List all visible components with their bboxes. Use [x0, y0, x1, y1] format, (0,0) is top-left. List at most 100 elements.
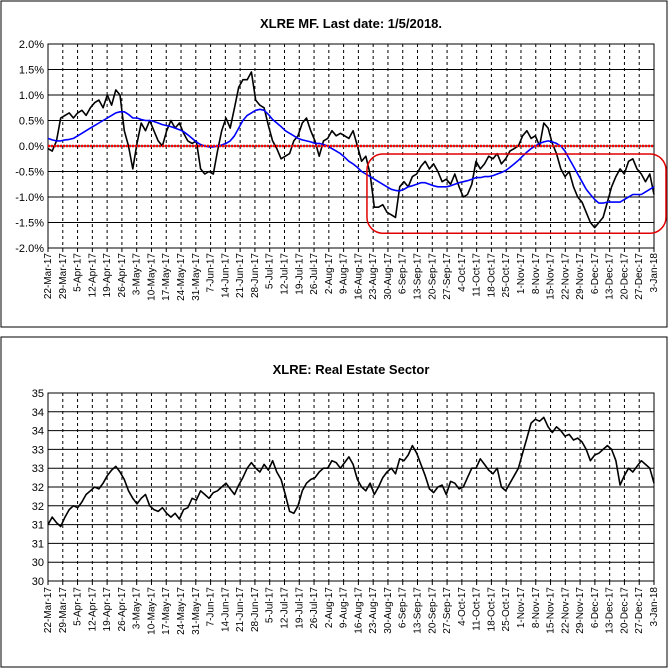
x-tick-label: 13-Dec-17 [605, 253, 616, 300]
x-tick-label: 5-Apr-17 [73, 253, 84, 292]
y-tick-label: 34 [32, 407, 44, 419]
x-tick-label: 20-Sep-17 [427, 253, 438, 300]
x-tick-label: 26-Apr-17 [117, 253, 128, 298]
x-tick-label: 27-Dec-17 [634, 587, 645, 634]
y-tick-label: 30 [32, 576, 44, 588]
x-tick-label: 12-Apr-17 [87, 253, 98, 298]
x-tick-label: 30-Aug-17 [383, 253, 394, 300]
x-tick-label: 7-Jun-17 [206, 253, 217, 293]
x-tick-label: 13-Sep-17 [413, 253, 424, 300]
x-tick-label: 14-Jun-17 [220, 587, 231, 632]
x-tick-label: 16-Aug-17 [353, 253, 364, 300]
y-tick-label: 2.0% [19, 39, 44, 51]
x-tick-label: 22-Nov-17 [560, 253, 571, 300]
x-tick-label: 31-May-17 [191, 587, 202, 635]
x-tick-label: 28-Jun-17 [250, 587, 261, 632]
chart-title: XLRE: Real Estate Sector [273, 362, 430, 377]
x-tick-label: 27-Dec-17 [634, 253, 645, 300]
x-tick-label: 23-Aug-17 [368, 253, 379, 300]
x-tick-label: 20-Sep-17 [427, 587, 438, 634]
x-tick-label: 17-May-17 [161, 587, 172, 635]
x-tick-label: 5-Jul-17 [265, 253, 276, 290]
x-tick-label: 4-Oct-17 [457, 253, 468, 292]
x-tick-label: 26-Jul-17 [309, 253, 320, 295]
y-tick-label: -1.5% [15, 218, 44, 230]
x-tick-label: 24-May-17 [176, 587, 187, 635]
x-tick-label: 11-Oct-17 [472, 587, 483, 631]
x-tick-label: 2-Aug-17 [324, 587, 335, 629]
x-tick-label: 3-May-17 [132, 587, 143, 630]
x-tick-label: 9-Aug-17 [339, 253, 350, 295]
y-tick-label: 1.0% [19, 90, 44, 102]
x-tick-label: 8-Nov-17 [531, 253, 542, 295]
x-tick-label: 24-May-17 [176, 253, 187, 301]
x-tick-label: 7-Jun-17 [206, 587, 217, 627]
x-tick-label: 11-Oct-17 [472, 253, 483, 297]
y-tick-label: 0.0% [19, 141, 44, 153]
x-tick-label: 3-May-17 [132, 253, 143, 296]
x-tick-label: 26-Apr-17 [117, 587, 128, 632]
x-tick-label: 6-Sep-17 [398, 587, 409, 629]
x-tick-label: 6-Sep-17 [398, 253, 409, 295]
x-tick-label: 22-Mar-17 [43, 587, 54, 634]
x-tick-label: 13-Sep-17 [413, 587, 424, 634]
x-tick-label: 29-Nov-17 [575, 253, 586, 300]
x-tick-label: 22-Nov-17 [560, 587, 571, 634]
x-tick-label: 27-Sep-17 [442, 253, 453, 300]
chart-title: XLRE MF. Last date: 1/5/2018. [260, 16, 442, 31]
x-tick-label: 3-Jan-18 [649, 253, 660, 293]
x-tick-label: 6-Dec-17 [590, 253, 601, 295]
x-tick-label: 16-Aug-17 [353, 587, 364, 634]
x-tick-label: 9-Aug-17 [339, 587, 350, 629]
y-tick-label: 1.5% [19, 65, 44, 77]
x-tick-label: 10-May-17 [146, 253, 157, 301]
series-line-primary [47, 416, 655, 528]
y-tick-label: 34 [32, 426, 44, 438]
x-tick-label: 15-Nov-17 [546, 587, 557, 634]
chart-mf: XLRE MF. Last date: 1/5/2018. 2.0% 1.5% 1.0… [15, 16, 667, 301]
y-tick-label: 33 [32, 463, 44, 475]
x-tick-label: 23-Aug-17 [368, 587, 379, 634]
series-line-average [47, 108, 655, 204]
x-tick-label: 22-Mar-17 [43, 253, 54, 300]
x-tick-label: 31-May-17 [191, 253, 202, 301]
y-tick-label: 33 [32, 444, 44, 456]
x-tick-label: 20-Dec-17 [619, 587, 630, 634]
y-tick-label: 35 [32, 388, 44, 400]
x-tick-label: 29-Mar-17 [58, 253, 69, 300]
x-tick-label: 12-Jul-17 [279, 587, 290, 629]
x-tick-label: 2-Aug-17 [324, 253, 335, 295]
x-tick-label: 10-May-17 [146, 587, 157, 635]
x-tick-label: 28-Jun-17 [250, 253, 261, 298]
x-tick-label: 25-Oct-17 [501, 587, 512, 632]
chart-price: XLRE: Real Estate Sector 35 34 34 33 33 32 32 31… [32, 362, 660, 635]
x-tick-label: 5-Jul-17 [265, 587, 276, 624]
y-tick-label: 31 [32, 538, 44, 550]
x-tick-label: 26-Jul-17 [309, 587, 320, 629]
y-tick-label: -1.0% [15, 192, 44, 204]
x-tick-label: 5-Apr-17 [73, 587, 84, 626]
y-tick-label: 32 [32, 501, 44, 513]
x-tick-label: 6-Dec-17 [590, 587, 601, 629]
x-tick-label: 27-Sep-17 [442, 587, 453, 634]
x-tick-label: 14-Jun-17 [220, 253, 231, 298]
highlight-rounded-rect [366, 153, 667, 234]
x-tick-label: 25-Oct-17 [501, 253, 512, 298]
x-tick-label: 30-Aug-17 [383, 587, 394, 634]
y-tick-label: 31 [32, 520, 44, 532]
x-tick-label: 21-Jun-17 [235, 587, 246, 632]
x-tick-label: 1-Nov-17 [516, 587, 527, 629]
x-tick-label: 17-May-17 [161, 253, 172, 301]
x-tick-label: 13-Dec-17 [605, 587, 616, 634]
y-tick-label: 0.5% [19, 116, 44, 128]
x-tick-label: 29-Mar-17 [58, 587, 69, 634]
x-tick-label: 1-Nov-17 [516, 253, 527, 295]
x-tick-label: 12-Jul-17 [279, 253, 290, 295]
x-tick-label: 18-Oct-17 [486, 587, 497, 632]
x-tick-label: 15-Nov-17 [546, 253, 557, 300]
x-tick-label: 19-Jul-17 [294, 587, 305, 629]
x-tick-label: 19-Apr-17 [102, 587, 113, 632]
x-tick-label: 20-Dec-17 [619, 253, 630, 300]
